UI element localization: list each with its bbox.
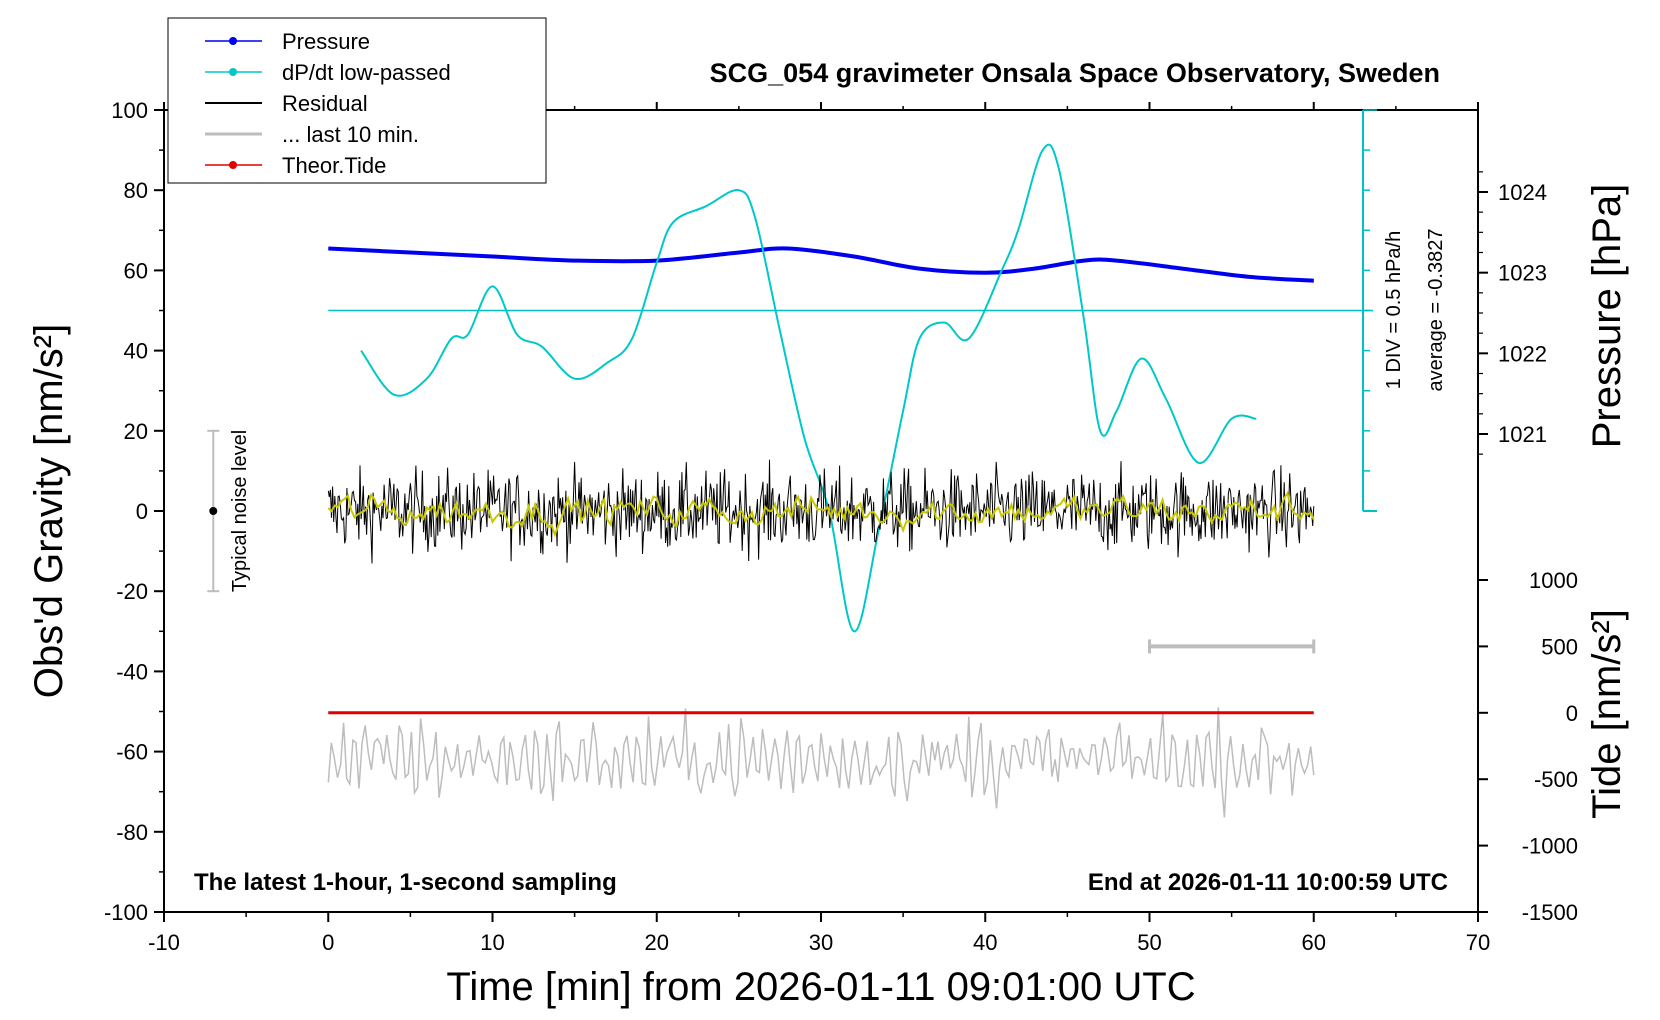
series-layer bbox=[207, 109, 1378, 818]
x-tick-label: 20 bbox=[645, 930, 669, 955]
last-10-min-line bbox=[327, 707, 1315, 818]
y-tick-label: 60 bbox=[124, 258, 148, 283]
y-tick-label: 20 bbox=[124, 419, 148, 444]
noise-center-dot bbox=[209, 507, 218, 515]
y-axis-left: 100 80 60 40 20 0 -20 -40 -60 -80 -100 bbox=[104, 98, 164, 925]
legend-marker bbox=[229, 161, 237, 169]
x-tick-label: 70 bbox=[1466, 930, 1490, 955]
y-tick-label: -20 bbox=[116, 579, 148, 604]
y-axis-pressure: 1024 1023 1022 1021 bbox=[1478, 171, 1547, 455]
legend-label: Pressure bbox=[282, 29, 370, 54]
pressure-tick-label: 1022 bbox=[1498, 341, 1547, 366]
y-tick-label: 100 bbox=[111, 98, 148, 123]
legend-label: dP/dt low-passed bbox=[282, 60, 451, 85]
x-axis-title: Time [min] from 2026-01-11 09:01:00 UTC bbox=[446, 965, 1195, 1009]
residual-smoothed-line bbox=[327, 490, 1315, 538]
x-tick-label: 40 bbox=[973, 930, 997, 955]
tide-tick-label: 1000 bbox=[1529, 568, 1578, 593]
x-tick-label: 0 bbox=[322, 930, 334, 955]
y-axis-tide-title: Tide [nm/s²] bbox=[1585, 609, 1629, 819]
average-note: average = -0.3827 bbox=[1425, 229, 1447, 392]
x-tick-label: 60 bbox=[1302, 930, 1326, 955]
x-tick-label: -10 bbox=[148, 930, 180, 955]
legend-label: Residual bbox=[282, 91, 368, 116]
tide-tick-label: 500 bbox=[1541, 634, 1578, 659]
x-axis: -10 0 10 20 30 40 50 60 70 bbox=[148, 102, 1490, 955]
legend-marker bbox=[229, 37, 237, 45]
pressure-tick-label: 1024 bbox=[1498, 180, 1547, 205]
y-tick-label: -60 bbox=[116, 740, 148, 765]
x-tick-label: 30 bbox=[809, 930, 833, 955]
y-tick-label: 80 bbox=[124, 178, 148, 203]
y-tick-label: 40 bbox=[124, 339, 148, 364]
chart-title: SCG_054 gravimeter Onsala Space Observat… bbox=[710, 58, 1440, 88]
y-tick-label: -80 bbox=[116, 820, 148, 845]
pressure-tick-label: 1021 bbox=[1498, 422, 1547, 447]
tide-tick-label: -1500 bbox=[1522, 900, 1578, 925]
tide-tick-label: -1000 bbox=[1522, 834, 1578, 859]
tide-tick-label: 0 bbox=[1566, 701, 1578, 726]
footer-right: End at 2026-01-11 10:00:59 UTC bbox=[1088, 869, 1448, 896]
y-axis-pressure-title: Pressure [hPa] bbox=[1585, 184, 1629, 449]
legend-marker bbox=[229, 68, 237, 76]
y-axis-left-title: Obs'd Gravity [nm/s²] bbox=[27, 324, 71, 698]
y-tick-label: -40 bbox=[116, 659, 148, 684]
residual-line bbox=[327, 459, 1315, 564]
tide-tick-label: -500 bbox=[1534, 767, 1578, 792]
x-tick-label: 50 bbox=[1137, 930, 1161, 955]
footer-left: The latest 1-hour, 1-second sampling bbox=[194, 869, 617, 896]
legend-box bbox=[167, 17, 547, 184]
y-tick-label: 0 bbox=[136, 499, 148, 524]
legend: Pressure dP/dt low-passed Residual ... last… bbox=[167, 17, 547, 184]
legend-label: Theor.Tide bbox=[282, 153, 386, 178]
dpdt-line bbox=[360, 143, 1257, 633]
legend-label: ... last 10 min. bbox=[282, 122, 419, 147]
y-tick-label: -100 bbox=[104, 900, 148, 925]
noise-label: Typical noise level bbox=[229, 430, 251, 592]
x-tick-label: 10 bbox=[480, 930, 504, 955]
y-axis-tide: 1000 500 0 -500 -1000 -1500 bbox=[1478, 568, 1578, 925]
scale-note: 1 DIV = 0.5 hPa/h bbox=[1383, 231, 1405, 389]
pressure-tick-label: 1023 bbox=[1498, 261, 1547, 286]
pressure-line bbox=[328, 246, 1314, 283]
